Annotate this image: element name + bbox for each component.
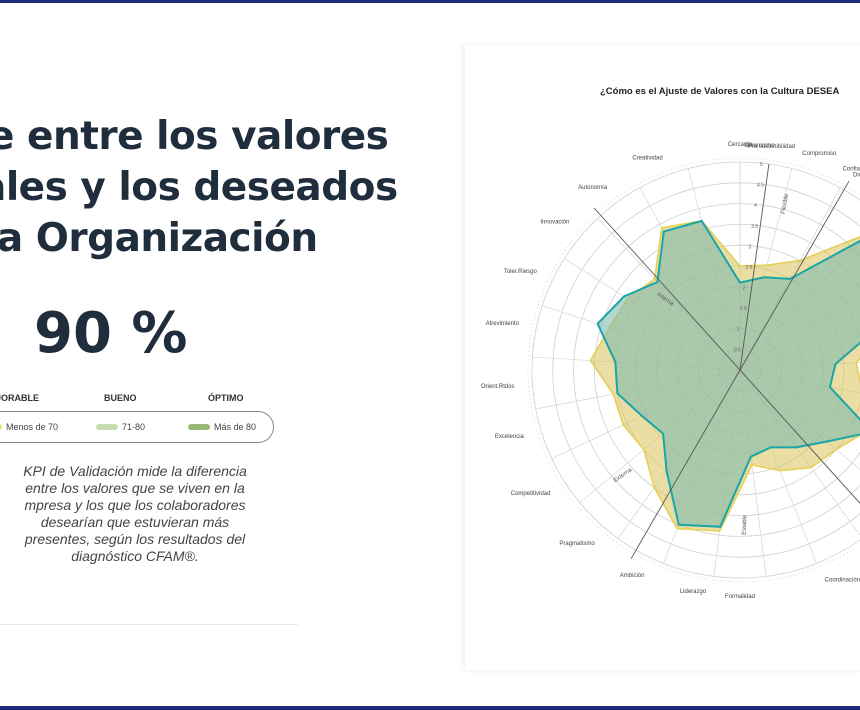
window-bottom-border: [0, 706, 860, 710]
legend-label-bueno: BUENO: [104, 393, 137, 403]
radar-category-label: Autonomía: [578, 185, 608, 191]
legend-container: [0, 411, 274, 443]
radar-category-label: Cercanía: [728, 142, 753, 148]
radar-category-label: Ambición: [620, 573, 645, 579]
radar-category-label: Liderazgo: [680, 589, 707, 595]
radar-category-label: Confianza: [843, 167, 860, 173]
radar-scale-tick-label: 4: [754, 203, 757, 209]
radar-scale-tick-label: 2.5: [745, 265, 752, 271]
legend-item-text: Menos de 70: [6, 422, 59, 432]
radar-category-label: Orient.Rtdos: [481, 384, 515, 390]
description-line: mpresa y los que los colaboradores: [24, 497, 246, 513]
radar-scale-tick-label: 1: [737, 327, 740, 333]
legend-item-mid: 71-80: [96, 422, 145, 432]
legend-label-optimo: ÓPTIMO: [208, 393, 244, 403]
headline-line-3: la Organización: [0, 216, 318, 261]
divider-line: [0, 624, 298, 625]
radar-category-label: Pro sostenibilidad: [748, 144, 795, 150]
radar-category-label: Dinamismo: [745, 143, 776, 149]
radar-category-label: Compromiso: [802, 151, 837, 157]
kpi-value: 90 %: [34, 301, 188, 366]
radar-series-actual: [596, 219, 860, 528]
radar-category-label: Pragmatismo: [559, 541, 595, 547]
radar-scale-tick-label: 1.5: [740, 306, 747, 312]
radar-category-label: Excelencia: [495, 434, 525, 440]
radar-category-label: Atrevimiento: [486, 321, 520, 327]
slide-headline: e entre los valores ales y los deseados …: [0, 111, 420, 264]
radar-scale-tick-label: 2: [743, 286, 746, 292]
radar-scale-tick-label: 3.5: [751, 224, 758, 230]
legend-swatch-light-green: [96, 424, 118, 430]
legend-item-low: Menos de 70: [0, 422, 58, 432]
radar-category-label: Competitividad: [511, 491, 551, 497]
radar-category-label: Toler.Riesgo: [504, 269, 538, 275]
radar-outer-ticks: [527, 157, 860, 583]
radar-category-label: Formalidad: [725, 594, 755, 600]
radar-scale-tick-label: 4.5: [757, 183, 764, 189]
radar-category-label: Innovación: [540, 220, 569, 226]
headline-line-1: e entre los valores: [0, 114, 389, 159]
radar-scale-tick-label: 3: [748, 244, 751, 250]
legend-label-mejorable: JORABLE: [0, 393, 40, 403]
presentation-slide: e entre los valores ales y los deseados …: [0, 3, 860, 706]
legend-item-text: 71-80: [122, 422, 146, 432]
legend-swatch-green: [188, 424, 210, 430]
description-line: presentes, según los resultados del: [24, 531, 246, 547]
description-line: entre los valores que se viven en la: [25, 480, 245, 496]
description-line: KPI de Validación mide la diferencia: [23, 463, 247, 479]
legend-swatch-yellow: [0, 424, 2, 430]
radar-category-label: Creatividad: [632, 156, 662, 162]
radar-chart-panel: ¿Cómo es el Ajuste de Valores con la Cul…: [465, 45, 860, 670]
kpi-description: KPI de Validación mide la diferencia ent…: [0, 463, 278, 565]
chart-title: ¿Cómo es el Ajuste de Valores con la Cul…: [600, 86, 839, 97]
description-line: diagnóstico CFAM®.: [71, 548, 199, 564]
legend-item-high: Más de 80: [188, 422, 256, 432]
radar-category-label: Diversidad: [853, 172, 860, 178]
radar-chart: ¿Cómo es el Ajuste de Valores con la Cul…: [481, 86, 860, 600]
radar-scale-axis: [739, 163, 770, 371]
radar-scale-tick-label: 0.5: [734, 347, 741, 353]
headline-line-2: ales y los deseados: [0, 165, 398, 210]
radar-quadrant-label: Flexible: [781, 193, 791, 215]
window-top-border: [0, 0, 860, 3]
description-line: desearían que estuvieran más: [40, 514, 230, 530]
radar-quadrant-label: Externa: [613, 467, 634, 484]
radar-scale-tick-label: 5: [760, 162, 763, 168]
radar-category-label: Coordinación: [825, 578, 860, 584]
legend-item-text: Más de 80: [214, 422, 257, 432]
radar-quadrant-label: Estable: [742, 514, 749, 535]
